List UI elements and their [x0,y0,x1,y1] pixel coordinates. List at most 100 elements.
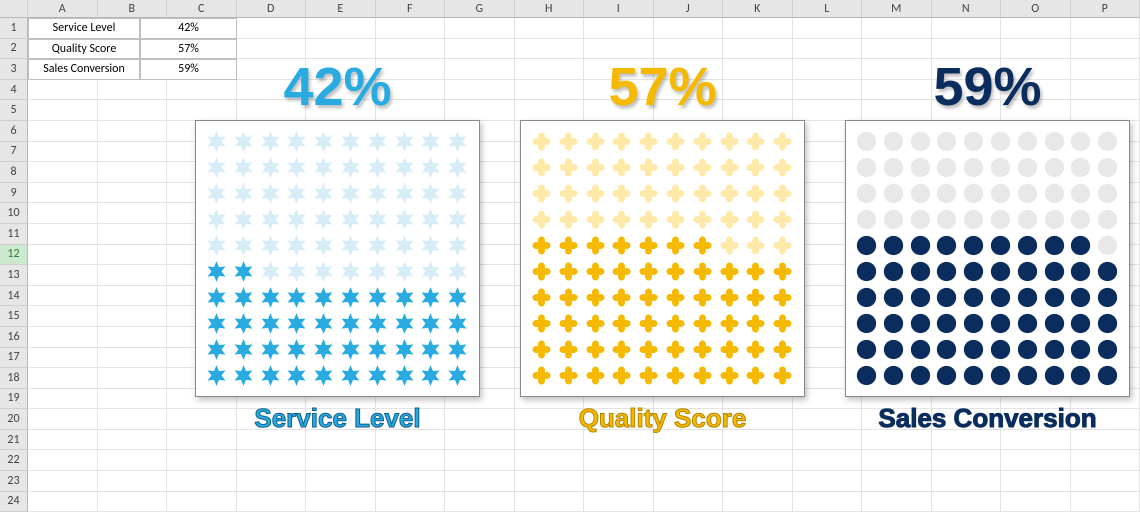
cell-C23[interactable] [167,471,237,492]
cell-J23[interactable] [654,471,724,492]
cell-N1[interactable] [932,18,1002,39]
cell-K23[interactable] [723,471,793,492]
row-header-7[interactable]: 7 [0,142,28,163]
cell-P1[interactable] [1071,18,1140,39]
row-header-3[interactable]: 3 [0,59,28,80]
cell-a3[interactable]: Sales Conversion [28,59,140,80]
cell-J24[interactable] [654,492,724,513]
cell-H22[interactable] [515,450,585,471]
cell-A17[interactable] [28,348,98,369]
cell-L23[interactable] [793,471,863,492]
col-header-L[interactable]: L [793,0,863,18]
cell-C22[interactable] [167,450,237,471]
cell-M24[interactable] [862,492,932,513]
cell-A6[interactable] [28,121,98,142]
cell-E23[interactable] [306,471,376,492]
row-header-22[interactable]: 22 [0,450,28,471]
cell-A7[interactable] [28,142,98,163]
cell-B22[interactable] [98,450,168,471]
cell-C24[interactable] [167,492,237,513]
cell-A24[interactable] [28,492,98,513]
cell-A11[interactable] [28,224,98,245]
col-header-I[interactable]: I [584,0,654,18]
row-header-18[interactable]: 18 [0,368,28,389]
cell-F23[interactable] [376,471,446,492]
cell-B15[interactable] [98,306,168,327]
cell-b1[interactable]: 42% [140,18,237,39]
cell-B6[interactable] [98,121,168,142]
cell-B8[interactable] [98,162,168,183]
select-all-corner[interactable] [0,0,28,18]
cell-P2[interactable] [1071,39,1140,60]
col-header-K[interactable]: K [723,0,793,18]
row-header-11[interactable]: 11 [0,224,28,245]
cell-L22[interactable] [793,450,863,471]
cell-L2[interactable] [793,39,863,60]
col-header-H[interactable]: H [515,0,585,18]
col-header-D[interactable]: D [237,0,307,18]
cell-B4[interactable] [98,80,168,101]
row-header-10[interactable]: 10 [0,203,28,224]
cell-B14[interactable] [98,286,168,307]
col-header-O[interactable]: O [1001,0,1071,18]
cell-E22[interactable] [306,450,376,471]
cell-A14[interactable] [28,286,98,307]
cell-D22[interactable] [237,450,307,471]
cell-F1[interactable] [376,18,446,39]
cell-B19[interactable] [98,389,168,410]
cell-B16[interactable] [98,327,168,348]
cell-a2[interactable]: Quality Score [28,39,140,60]
cell-A23[interactable] [28,471,98,492]
row-header-17[interactable]: 17 [0,348,28,369]
cell-b2[interactable]: 57% [140,39,237,60]
row-header-12[interactable]: 12 [0,245,28,266]
cell-I24[interactable] [584,492,654,513]
cell-A4[interactable] [28,80,98,101]
cell-F22[interactable] [376,450,446,471]
cell-K22[interactable] [723,450,793,471]
row-header-1[interactable]: 1 [0,18,28,39]
cell-N24[interactable] [932,492,1002,513]
col-header-F[interactable]: F [376,0,446,18]
cell-A8[interactable] [28,162,98,183]
row-header-9[interactable]: 9 [0,183,28,204]
col-header-P[interactable]: P [1071,0,1140,18]
cell-D23[interactable] [237,471,307,492]
cell-K24[interactable] [723,492,793,513]
cell-A16[interactable] [28,327,98,348]
cell-A22[interactable] [28,450,98,471]
cell-O23[interactable] [1001,471,1071,492]
cell-B5[interactable] [98,100,168,121]
row-header-13[interactable]: 13 [0,265,28,286]
row-header-14[interactable]: 14 [0,286,28,307]
cell-H24[interactable] [515,492,585,513]
cell-P23[interactable] [1071,471,1140,492]
row-header-20[interactable]: 20 [0,409,28,430]
row-header-2[interactable]: 2 [0,39,28,60]
row-header-8[interactable]: 8 [0,162,28,183]
cell-D1[interactable] [237,18,307,39]
cell-O24[interactable] [1001,492,1071,513]
col-header-A[interactable]: A [28,0,98,18]
cell-A12[interactable] [28,245,98,266]
col-header-J[interactable]: J [654,0,724,18]
row-header-21[interactable]: 21 [0,430,28,451]
cell-B13[interactable] [98,265,168,286]
cell-B23[interactable] [98,471,168,492]
cell-B17[interactable] [98,348,168,369]
col-header-C[interactable]: C [167,0,237,18]
cell-H1[interactable] [515,18,585,39]
cell-M23[interactable] [862,471,932,492]
cell-N23[interactable] [932,471,1002,492]
cell-B24[interactable] [98,492,168,513]
cell-J22[interactable] [654,450,724,471]
cell-E1[interactable] [306,18,376,39]
row-header-4[interactable]: 4 [0,80,28,101]
cell-P24[interactable] [1071,492,1140,513]
cell-A21[interactable] [28,430,98,451]
cell-B21[interactable] [98,430,168,451]
cell-E24[interactable] [306,492,376,513]
row-header-24[interactable]: 24 [0,492,28,513]
cell-G2[interactable] [445,39,515,60]
cell-B7[interactable] [98,142,168,163]
